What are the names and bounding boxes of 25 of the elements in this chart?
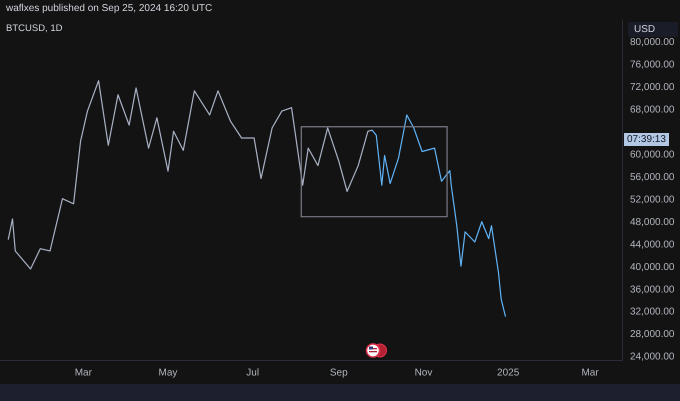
y-tick-label: 24,000.00 (630, 352, 675, 363)
x-tick-label: Jul (246, 368, 260, 378)
y-tick-label: 60,000.00 (630, 149, 675, 160)
y-tick-label: 28,000.00 (630, 329, 675, 340)
y-tick-label: 72,000.00 (630, 82, 675, 93)
x-tick-label: Mar (581, 368, 600, 378)
text: 07:39:13 (624, 133, 669, 146)
y-tick-label: 80,000.00 (630, 36, 675, 48)
x-tick-label: Nov (414, 368, 432, 378)
y-tick-label: 40,000.00 (630, 262, 675, 273)
y-tick-label: 32,000.00 (630, 306, 675, 318)
y-axis-title: USD (628, 22, 678, 37)
x-tick-label: Mar (74, 368, 93, 378)
x-tick-label: Sep (330, 368, 348, 378)
y-tick-label: 44,000.00 (630, 239, 675, 250)
y-tick-label: 52,000.00 (630, 194, 675, 206)
y-tick-label: 76,000.00 (630, 59, 675, 70)
x-tick-label: 2025 (497, 368, 520, 378)
y-tick-label: 48,000.00 (630, 216, 675, 228)
chart-title: BTCUSD, 1D (6, 23, 62, 34)
y-tick-label: 56,000.00 (630, 172, 675, 183)
y-tick-label: 68,000.00 (630, 104, 675, 116)
text: waflxes published on Sep 25, 2024 16:20 UTC (6, 3, 212, 14)
y-tick-label: 36,000.00 (630, 284, 675, 296)
x-tick-label: May (158, 368, 178, 378)
